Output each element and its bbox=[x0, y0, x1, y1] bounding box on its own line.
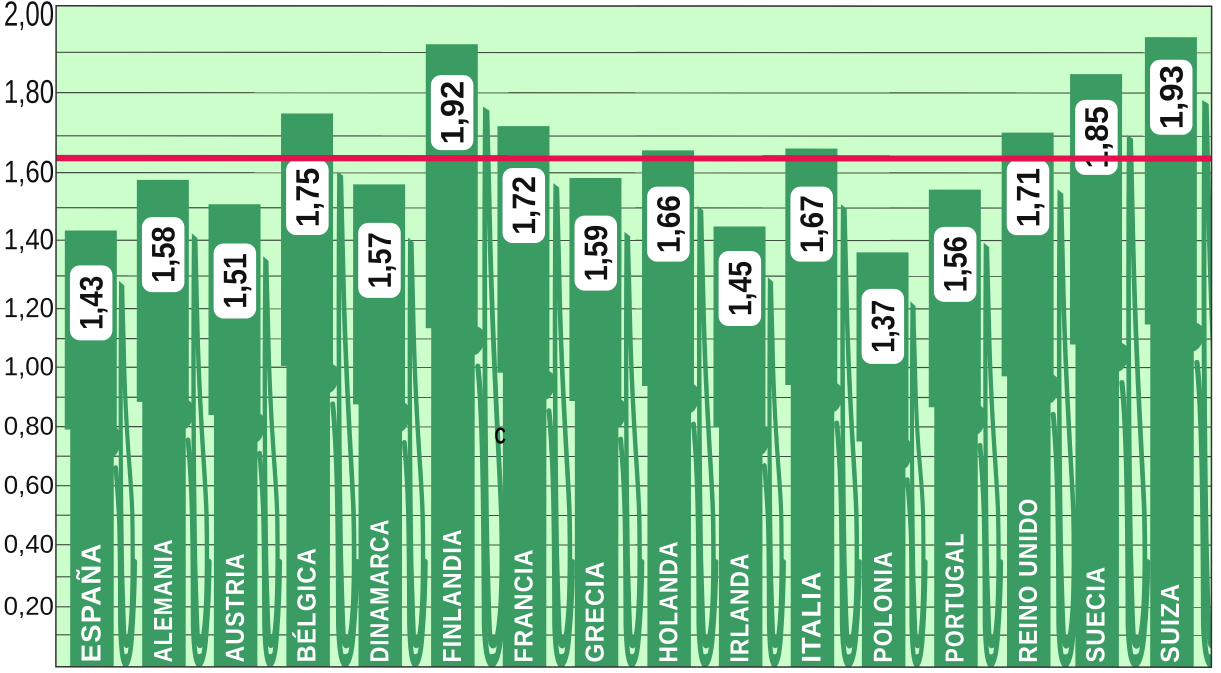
svg-text:1,92: 1,92 bbox=[433, 81, 470, 144]
svg-text:1,20: 1,20 bbox=[4, 294, 54, 324]
svg-text:IRLANDA: IRLANDA bbox=[725, 552, 754, 662]
svg-text:1,58: 1,58 bbox=[145, 226, 182, 283]
svg-text:FRANCIA: FRANCIA bbox=[509, 548, 538, 662]
svg-text:1,71: 1,71 bbox=[1009, 168, 1046, 227]
svg-text:1,67: 1,67 bbox=[793, 195, 830, 253]
svg-text:1,59: 1,59 bbox=[577, 225, 614, 282]
svg-text:ALEMANIA: ALEMANIA bbox=[148, 538, 178, 662]
svg-text:1,66: 1,66 bbox=[650, 195, 687, 253]
svg-text:ESPAÑA: ESPAÑA bbox=[75, 543, 106, 663]
svg-text:POLONIA: POLONIA bbox=[868, 550, 898, 662]
svg-text:1,72: 1,72 bbox=[505, 176, 542, 235]
svg-text:ITALIA: ITALIA bbox=[796, 570, 826, 662]
svg-text:1,00: 1,00 bbox=[4, 353, 54, 381]
svg-text:PORTUGAL: PORTUGAL bbox=[940, 532, 969, 662]
svg-text:1,75: 1,75 bbox=[289, 168, 326, 227]
svg-text:0,20: 0,20 bbox=[4, 593, 54, 621]
svg-text:FINLANDIA: FINLANDIA bbox=[437, 528, 467, 662]
svg-text:2,00: 2,00 bbox=[4, 0, 54, 34]
svg-text:1,43: 1,43 bbox=[73, 276, 110, 330]
svg-text:1,93: 1,93 bbox=[1153, 65, 1190, 129]
svg-text:1,57: 1,57 bbox=[361, 232, 398, 288]
svg-text:1,40: 1,40 bbox=[4, 224, 54, 256]
svg-text:1,80: 1,80 bbox=[4, 75, 54, 111]
svg-text:HOLANDA: HOLANDA bbox=[653, 540, 683, 662]
svg-text:1,45: 1,45 bbox=[721, 261, 758, 316]
svg-text:AUSTRIA: AUSTRIA bbox=[220, 552, 250, 662]
svg-text:C: C bbox=[494, 422, 505, 448]
svg-text:0,60: 0,60 bbox=[4, 472, 54, 500]
svg-text:0,80: 0,80 bbox=[4, 413, 54, 441]
svg-text:0,40: 0,40 bbox=[4, 531, 54, 559]
svg-text:BÉLGICA: BÉLGICA bbox=[291, 547, 322, 663]
svg-text:SUIZA: SUIZA bbox=[1157, 583, 1186, 663]
svg-text:REINO UNIDO: REINO UNIDO bbox=[1013, 497, 1043, 662]
svg-text:1,60: 1,60 bbox=[4, 156, 54, 190]
svg-text:DINAMARCA: DINAMARCA bbox=[364, 518, 394, 662]
svg-text:1,37: 1,37 bbox=[864, 300, 901, 353]
svg-text:1,56: 1,56 bbox=[937, 236, 974, 292]
svg-text:GRECIA: GRECIA bbox=[581, 560, 610, 662]
svg-text:1,51: 1,51 bbox=[216, 253, 253, 308]
svg-text:SUECIA: SUECIA bbox=[1081, 566, 1111, 663]
